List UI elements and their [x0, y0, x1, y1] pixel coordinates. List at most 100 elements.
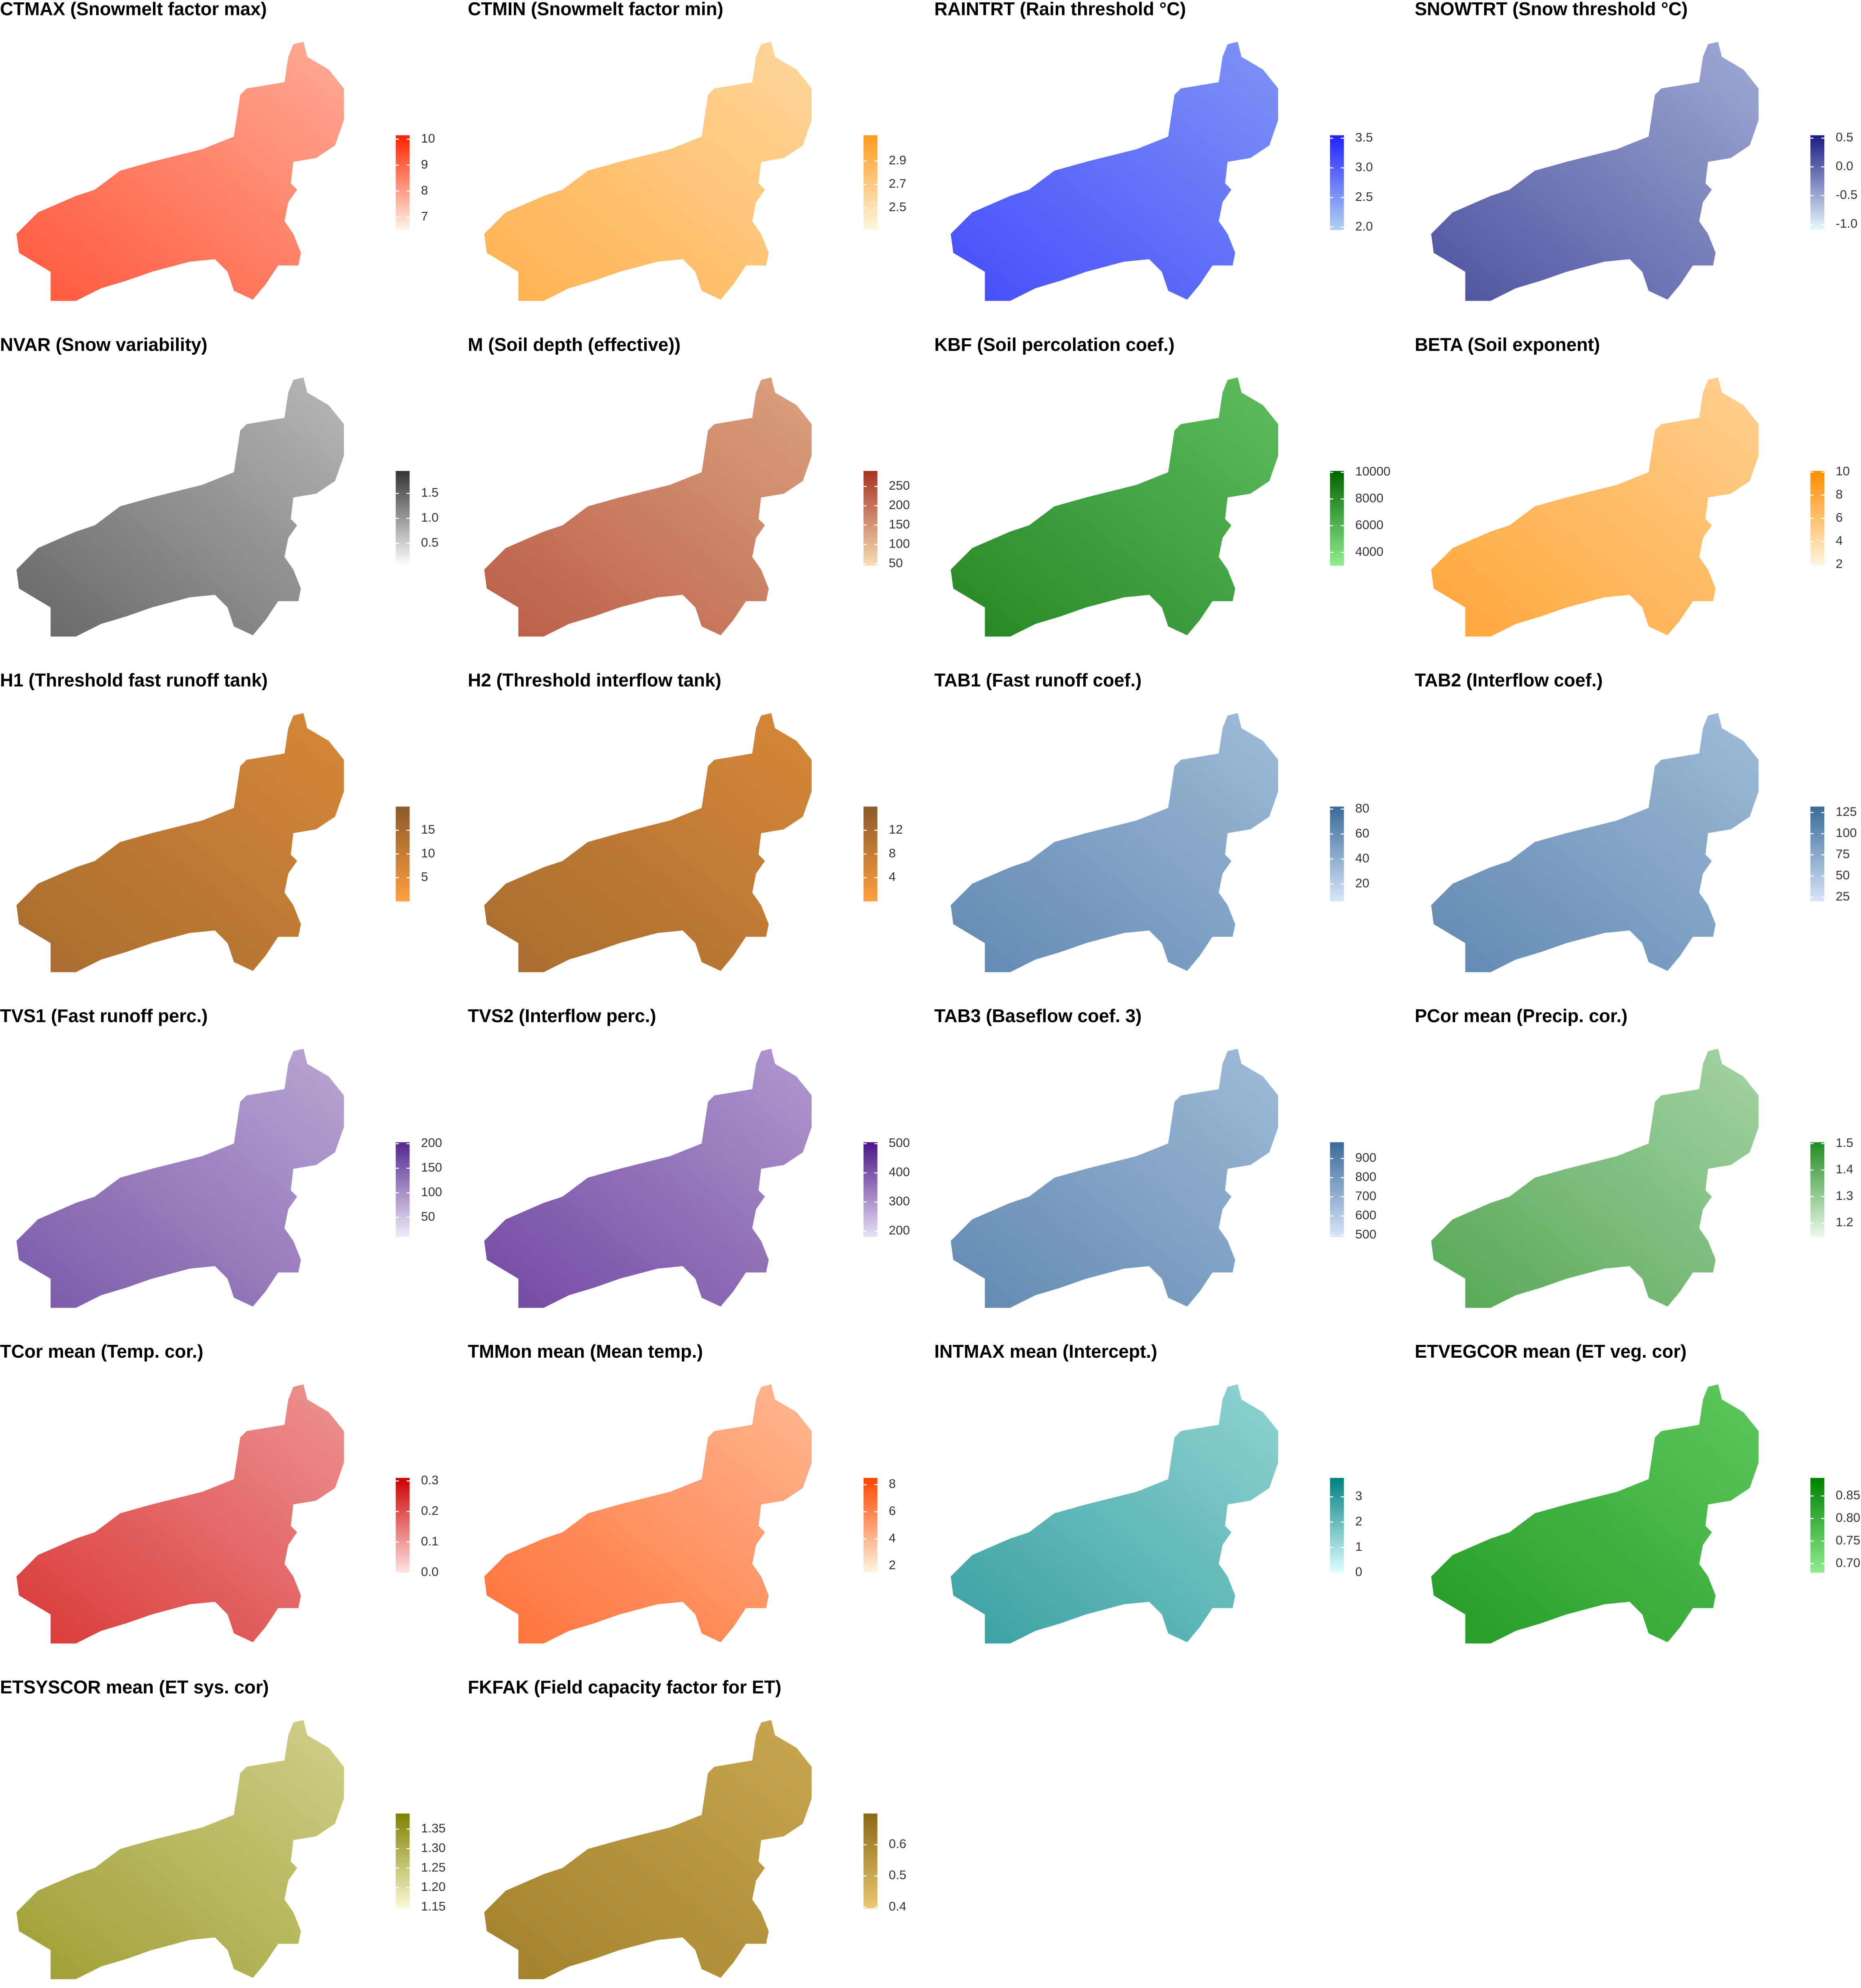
colorbar — [863, 1813, 878, 1909]
map-panel: BETA (Soil exponent) 2 4 6 8 10 — [1415, 334, 1850, 637]
colorbar — [1810, 1142, 1825, 1237]
catchment-map — [1431, 42, 1759, 301]
panel-title: H2 (Threshold interflow tank) — [468, 670, 721, 691]
panel-title: TVS1 (Fast runoff perc.) — [0, 1005, 208, 1026]
panel-title: TVS2 (Interflow perc.) — [468, 1005, 656, 1026]
colorbar — [395, 135, 410, 230]
colorbar-tick-label: 0.70 — [1836, 1555, 1861, 1570]
catchment-map — [1431, 377, 1759, 637]
catchment-map — [951, 1049, 1278, 1308]
colorbar-tick-label: 4 — [889, 1531, 896, 1545]
panel-title: KBF (Soil percolation coef.) — [934, 334, 1175, 355]
colorbar-tick-label: 6000 — [1355, 517, 1383, 532]
catchment-map — [484, 377, 812, 637]
colorbar-tick-label: 1.25 — [421, 1860, 446, 1874]
panel-title: H1 (Threshold fast runoff tank) — [0, 670, 268, 691]
colorbar-tick-label: 100 — [421, 1185, 442, 1199]
map-panel: TCor mean (Temp. cor.) 0.0 0.1 0.2 0.3 — [0, 1341, 439, 1644]
map-panel: INTMAX mean (Intercept.) 0 1 2 3 — [934, 1341, 1362, 1644]
colorbar-tick-label: 3 — [1355, 1489, 1362, 1503]
map-panel: NVAR (Snow variability) 0.5 1.0 1.5 — [0, 334, 439, 637]
colorbar-tick-label: 150 — [421, 1160, 442, 1174]
colorbar-tick-label: 6 — [1836, 510, 1843, 524]
colorbar-tick-label: 0.3 — [421, 1473, 439, 1487]
colorbar-tick-label: 10000 — [1355, 464, 1390, 479]
colorbar-tick-label: 2 — [1836, 556, 1843, 571]
map-panel: TAB3 (Baseflow coef. 3) 500 600 700 800 900 — [934, 1005, 1376, 1308]
colorbar-tick-label: 0.4 — [889, 1899, 906, 1913]
map-panel: H2 (Threshold interflow tank) 4 8 12 — [468, 670, 903, 972]
colorbar-tick-label: 50 — [421, 1209, 435, 1223]
colorbar — [1330, 471, 1344, 566]
colorbar-tick-label: 1.5 — [421, 485, 439, 500]
colorbar-tick-label: 1.4 — [1836, 1162, 1853, 1176]
colorbar-tick-label: 1.3 — [1836, 1188, 1853, 1203]
colorbar-tick-label: -1.0 — [1836, 216, 1858, 230]
panel-title: NVAR (Snow variability) — [0, 334, 207, 355]
colorbar-tick-label: 200 — [889, 498, 910, 512]
colorbar-tick-label: 0 — [1355, 1565, 1362, 1579]
panel-title: TAB1 (Fast runoff coef.) — [934, 670, 1142, 691]
colorbar — [1810, 806, 1825, 902]
catchment-map — [951, 42, 1278, 301]
colorbar — [863, 471, 878, 566]
colorbar — [1330, 1142, 1344, 1237]
colorbar — [863, 1478, 878, 1573]
panel-title: TAB3 (Baseflow coef. 3) — [934, 1005, 1142, 1026]
colorbar-tick-label: 1 — [1355, 1539, 1362, 1553]
colorbar — [395, 1142, 410, 1237]
panel-title: TAB2 (Interflow coef.) — [1415, 670, 1603, 691]
catchment-map — [951, 377, 1278, 637]
map-panel: M (Soil depth (effective)) 50 100 150 200 250 — [468, 334, 910, 637]
colorbar-tick-label: 10 — [1836, 464, 1850, 478]
panel-title: CTMIN (Snowmelt factor min) — [468, 0, 723, 19]
colorbar-tick-label: 2.5 — [1355, 189, 1373, 204]
colorbar-tick-label: 2.0 — [1355, 219, 1373, 233]
map-panel: SNOWTRT (Snow threshold °C) -1.0 -0.5 0.0 0.… — [1415, 0, 1857, 301]
colorbar-tick-label: 2.7 — [889, 176, 906, 191]
colorbar-tick-label: 40 — [1355, 851, 1369, 865]
colorbar — [863, 135, 878, 230]
colorbar-tick-label: 0.0 — [421, 1565, 439, 1579]
colorbar-tick-label: 5 — [421, 870, 428, 884]
colorbar-tick-label: 300 — [889, 1194, 910, 1208]
colorbar — [395, 1813, 410, 1909]
colorbar-tick-label: 10 — [421, 131, 435, 145]
catchment-map — [1431, 713, 1759, 972]
colorbar-tick-label: 60 — [1355, 826, 1369, 840]
colorbar-tick-label: 8 — [421, 183, 428, 197]
map-panel: CTMIN (Snowmelt factor min) 2.5 2.7 2.9 — [468, 0, 906, 301]
panel-title: BETA (Soil exponent) — [1415, 334, 1600, 355]
colorbar-tick-label: 0.6 — [889, 1837, 906, 1851]
map-panel: ETSYSCOR mean (ET sys. cor) 1.15 1.20 1.25 1… — [0, 1677, 446, 1979]
colorbar-tick-label: 0.5 — [889, 1868, 906, 1882]
map-panel: KBF (Soil percolation coef.) 4000 6000 8000… — [934, 334, 1390, 637]
colorbar-tick-label: 500 — [1355, 1227, 1376, 1241]
panel-title: RAINTRT (Rain threshold °C) — [934, 0, 1186, 19]
colorbar-tick-label: 125 — [1836, 804, 1857, 818]
colorbar-tick-label: 4 — [889, 870, 896, 884]
colorbar-tick-label: 0.80 — [1836, 1510, 1861, 1525]
colorbar — [1330, 135, 1344, 230]
panel-title: ETVEGCOR mean (ET veg. cor) — [1415, 1341, 1687, 1362]
catchment-map — [16, 377, 344, 637]
map-panel: TVS1 (Fast runoff perc.) 50 100 150 200 — [0, 1005, 442, 1308]
colorbar-tick-label: 12 — [889, 822, 903, 836]
colorbar-tick-label: 6 — [889, 1503, 896, 1518]
panel-title: TCor mean (Temp. cor.) — [0, 1341, 203, 1362]
colorbar-tick-label: 1.15 — [421, 1899, 446, 1913]
colorbar-tick-label: 0.1 — [421, 1534, 439, 1548]
map-panel: TAB2 (Interflow coef.) 25 50 75 100 125 — [1415, 670, 1857, 972]
catchment-map — [951, 1384, 1278, 1644]
colorbar-tick-label: 700 — [1355, 1189, 1376, 1203]
catchment-map — [16, 1384, 344, 1644]
colorbar-tick-label: 2.9 — [889, 153, 906, 167]
map-panel: FKFAK (Field capacity factor for ET) 0.4 0… — [468, 1677, 906, 1979]
colorbar-tick-label: 9 — [421, 157, 428, 171]
colorbar-tick-label: 3.5 — [1355, 130, 1373, 144]
catchment-map — [16, 713, 344, 972]
colorbar-tick-label: 200 — [421, 1136, 442, 1150]
colorbar-tick-label: 20 — [1355, 876, 1369, 890]
colorbar-tick-label: 900 — [1355, 1150, 1376, 1165]
